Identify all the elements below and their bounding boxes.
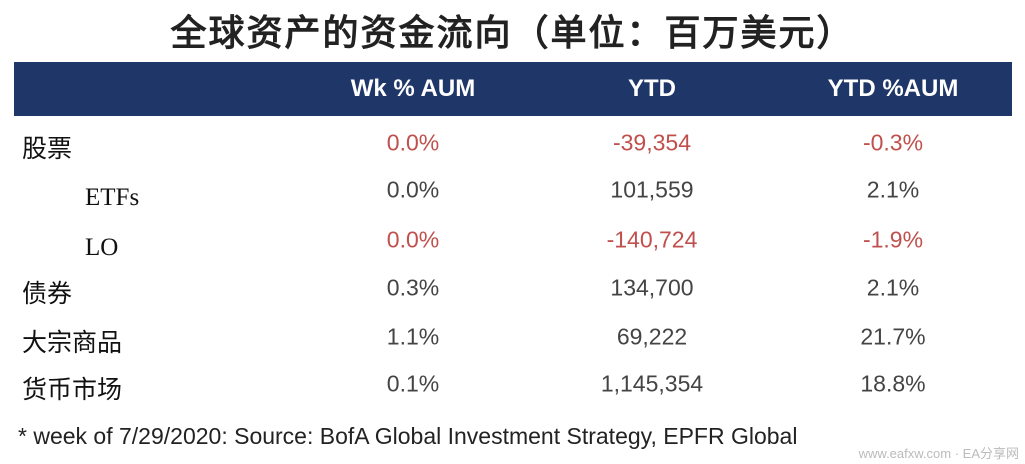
table-cell: 2.1% bbox=[866, 176, 920, 203]
table-cell: 21.7% bbox=[860, 323, 926, 350]
table-cell: -39,354 bbox=[612, 129, 691, 156]
table-cell: 0.0% bbox=[386, 176, 440, 203]
table-cell: -140,724 bbox=[606, 226, 698, 253]
table-header: Wk % AUM YTD YTD %AUM bbox=[14, 62, 1012, 116]
watermark: www.eafxw.com · EA分享网 bbox=[858, 446, 1019, 461]
table-cell: 0.3% bbox=[386, 274, 440, 301]
table-cell: 0.1% bbox=[386, 370, 440, 397]
table-cell: -1.9% bbox=[862, 226, 924, 253]
column-header: Wk % AUM bbox=[350, 75, 476, 102]
row-label: 大宗商品 bbox=[22, 330, 123, 357]
column-header: YTD bbox=[628, 75, 676, 102]
table-cell: -0.3% bbox=[862, 129, 924, 156]
row-label: LO bbox=[85, 234, 119, 261]
row-label: 股票 bbox=[22, 136, 73, 163]
table-cell: 18.8% bbox=[860, 370, 926, 397]
row-label: 货币市场 bbox=[22, 377, 123, 404]
title: 全球资产的资金流向（单位：百万美元） bbox=[170, 13, 855, 53]
table-cell: 0.0% bbox=[386, 129, 440, 156]
row-label: 债券 bbox=[22, 281, 73, 308]
table-cell: 0.0% bbox=[386, 226, 440, 253]
table-cell: 2.1% bbox=[866, 274, 920, 301]
table-cell: 69,222 bbox=[616, 323, 688, 350]
table-cell: 101,559 bbox=[610, 176, 694, 203]
column-header: YTD %AUM bbox=[827, 75, 959, 102]
table-cell: 1,145,354 bbox=[600, 370, 704, 397]
table-cell: 134,700 bbox=[610, 274, 694, 301]
footnote: * week of 7/29/2020: Source: BofA Global… bbox=[18, 423, 798, 449]
table-cell: 1.1% bbox=[386, 323, 440, 350]
row-label: ETFs bbox=[85, 184, 140, 211]
